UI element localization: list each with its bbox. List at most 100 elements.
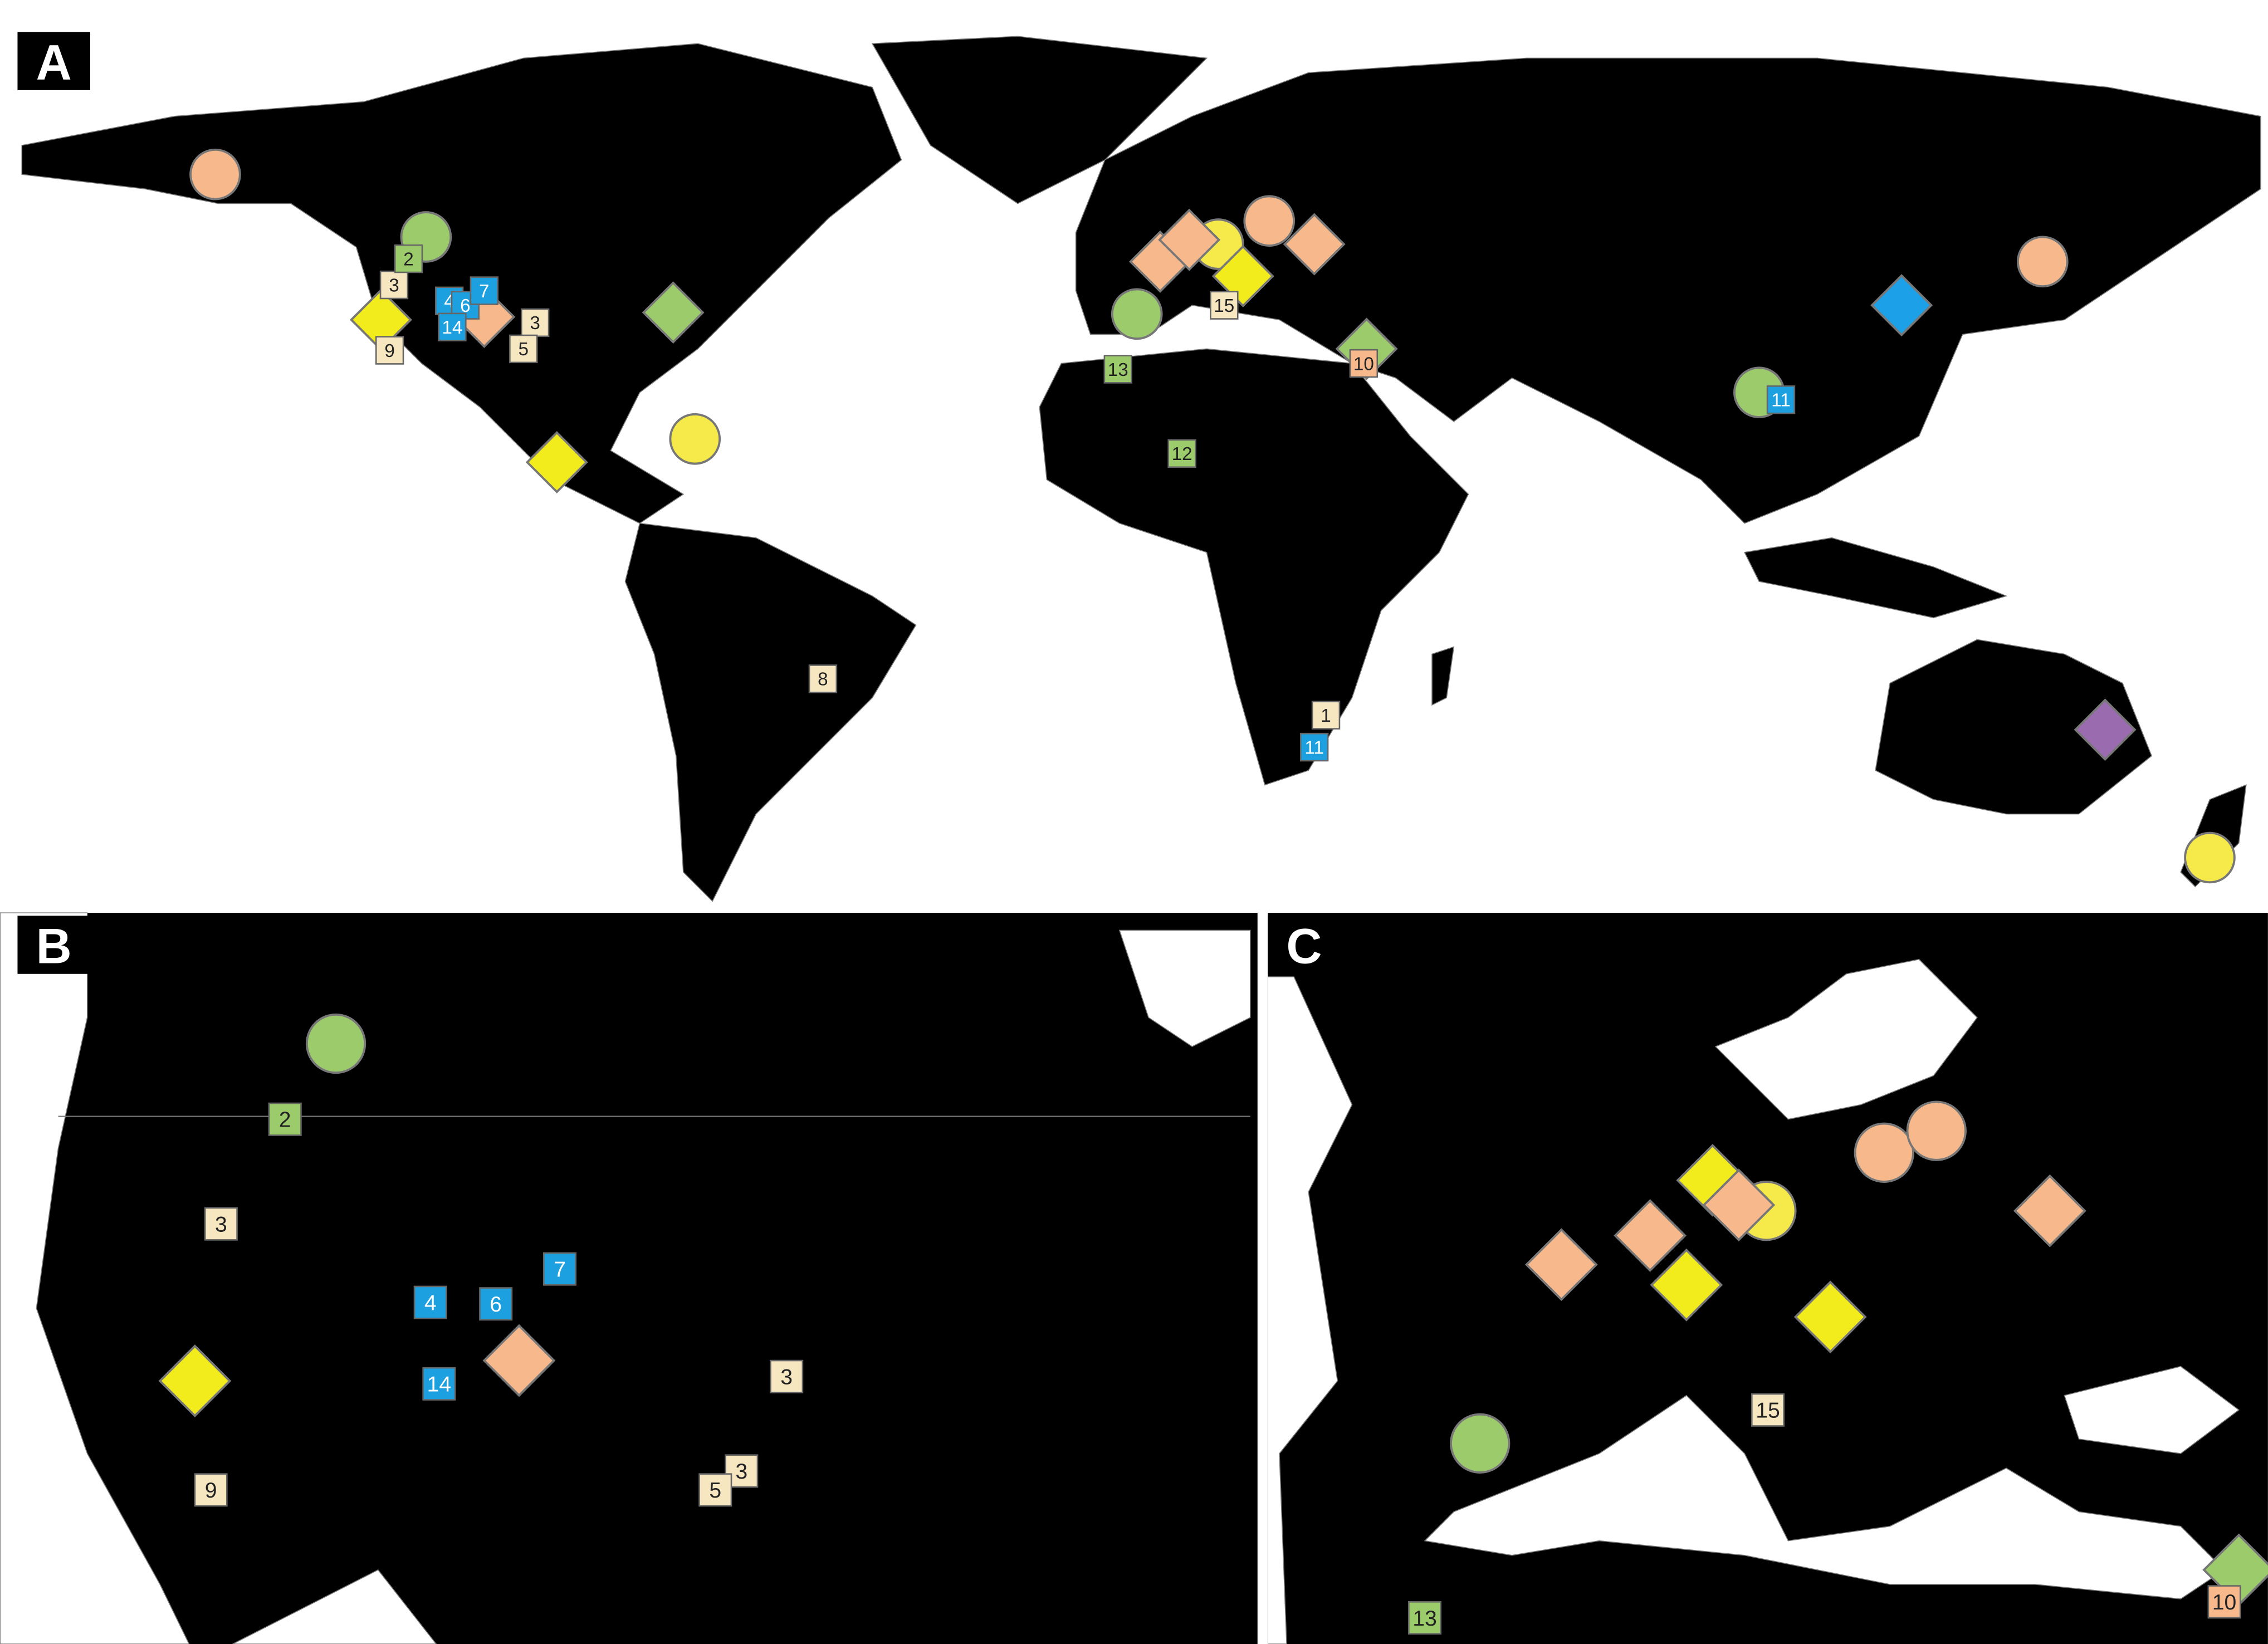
tag-box: [479, 1287, 513, 1321]
site-diamond: [525, 430, 588, 494]
atlantic: [1267, 976, 1353, 1644]
tag-label: 8: [818, 669, 828, 690]
divider: [1257, 904, 1268, 1644]
tag-label: 5: [519, 339, 529, 360]
tag-box: [379, 270, 409, 300]
site-circle: [1854, 1122, 1914, 1183]
tag-box: [520, 308, 550, 337]
site-diamond: [2013, 1174, 2086, 1247]
tag-label: 3: [215, 1212, 227, 1236]
site-diamond: [158, 1344, 232, 1417]
panel-label-box: [1268, 916, 1341, 974]
site-circle: [1111, 288, 1163, 340]
baltic: [1714, 958, 1978, 1120]
tag-label: 10: [2212, 1591, 2237, 1614]
site-circle: [2184, 831, 2236, 884]
tag-box: [1311, 701, 1341, 730]
site-diamond: [1158, 208, 1221, 271]
site-diamond: [1793, 1280, 1867, 1354]
tag-label: 2: [403, 249, 414, 270]
tag-box: [1408, 1601, 1442, 1635]
tag-label: 3: [530, 313, 540, 334]
land: [0, 913, 1258, 1644]
tag-label: 9: [384, 341, 395, 361]
tag-box: [1103, 355, 1132, 384]
indonesia: [1744, 537, 2008, 619]
site-diamond: [642, 281, 705, 344]
tag-box: [194, 1473, 228, 1507]
tag-box: [543, 1252, 577, 1286]
panel-label: A: [36, 35, 72, 90]
site-diamond: [1870, 274, 1933, 337]
tag-box: [1766, 385, 1796, 414]
site-circle: [1906, 1100, 1967, 1161]
site-diamond: [1650, 1248, 1723, 1322]
black-sea: [2064, 1366, 2240, 1454]
tag-label: 6: [490, 1293, 502, 1317]
tag-label: 9: [205, 1479, 217, 1503]
site-circle: [189, 148, 241, 200]
site-diamond: [1524, 1228, 1598, 1302]
tag-label: 3: [780, 1366, 793, 1389]
site-circle: [1243, 195, 1296, 247]
site-diamond: [1283, 213, 1346, 276]
tag-label: 3: [389, 275, 399, 296]
madagascar: [1431, 646, 1455, 706]
tag-label: 1: [1321, 706, 1331, 726]
tag-box: [394, 244, 423, 273]
tag-box: [1167, 439, 1196, 468]
tag-label: 6: [460, 296, 471, 316]
tag-label: 15: [1214, 296, 1234, 316]
panel-label-box: [17, 916, 90, 974]
africa: [1039, 348, 1469, 786]
tag-box: [268, 1102, 302, 1136]
tag-box: [1299, 732, 1329, 762]
tag-box: [698, 1473, 732, 1507]
tag-box: [1751, 1393, 1785, 1427]
panel-label-box: [17, 32, 90, 90]
site-diamond: [1702, 1168, 1776, 1242]
panel-label: C: [1286, 919, 1322, 974]
tag-label: 2: [279, 1108, 291, 1132]
tag-box: [470, 276, 499, 305]
tag-label: 4: [424, 1291, 437, 1315]
site-diamond: [2074, 698, 2137, 761]
tag-box: [204, 1207, 238, 1241]
tag-label: 10: [1353, 354, 1374, 374]
tag-label: 14: [442, 317, 462, 338]
site-circle: [1450, 1413, 1511, 1474]
site-circle: [669, 413, 721, 465]
panel-label: B: [36, 919, 72, 974]
site-circle: [2016, 236, 2069, 288]
tag-box: [1349, 349, 1379, 378]
tag-box: [375, 336, 404, 365]
tag-label: 12: [1172, 444, 1192, 464]
tag-label: 11: [1304, 737, 1324, 758]
site-circle: [305, 1013, 366, 1074]
panel-c-map: [1267, 913, 2268, 1644]
tag-label: 7: [479, 281, 490, 302]
site-diamond: [1614, 1199, 1687, 1272]
tag-box: [1210, 291, 1239, 320]
tag-box: [413, 1285, 447, 1319]
tag-label: 15: [1756, 1399, 1780, 1423]
gulf: [232, 1569, 437, 1644]
tag-label: 13: [1108, 360, 1128, 380]
tag-box: [422, 1367, 456, 1401]
australia: [1875, 639, 2152, 815]
tag-box: [808, 664, 838, 693]
tag-label: 5: [709, 1479, 721, 1503]
tag-box: [438, 312, 467, 341]
panel-a-map: [21, 36, 2261, 902]
panel-b-map: [0, 912, 1258, 1644]
tag-label: 11: [1771, 390, 1791, 411]
tag-label: 14: [427, 1373, 452, 1397]
tag-box: [2207, 1585, 2241, 1619]
site-diamond: [482, 1324, 556, 1397]
tag-label: 3: [735, 1460, 747, 1484]
tag-box: [770, 1359, 804, 1393]
